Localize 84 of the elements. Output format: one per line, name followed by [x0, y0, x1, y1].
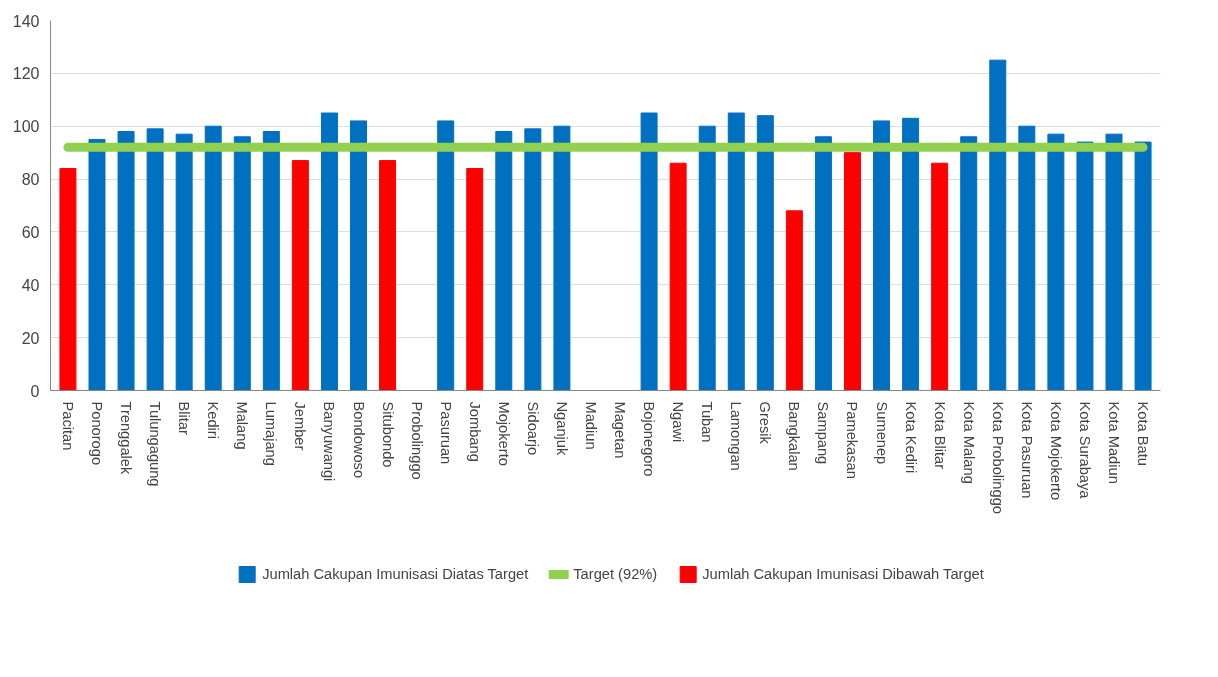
bar — [989, 59, 1007, 391]
x-tick-label: Lumajang — [263, 401, 280, 466]
bar — [960, 136, 978, 391]
y-tick-label: 40 — [21, 276, 40, 294]
bar — [1076, 141, 1094, 391]
x-tick-label: Pasuruan — [437, 401, 454, 465]
bar — [437, 120, 455, 391]
bar — [350, 120, 367, 391]
x-tick-label: Kota Surabaya — [1076, 401, 1093, 500]
x-tick-label: Trenggalek — [118, 401, 135, 475]
bar — [379, 160, 397, 391]
y-tick-label: 20 — [21, 329, 40, 347]
bar — [814, 136, 832, 391]
x-tick-label: Situbondo — [379, 401, 396, 468]
bar — [262, 131, 280, 391]
x-tick-label: Kota Blitar — [931, 401, 948, 470]
legend-label: Jumlah Cakupan Imunisasi Diatas Target — [262, 566, 529, 582]
bar — [175, 133, 193, 391]
bar — [873, 120, 891, 391]
x-tick-label: Pamekasan — [844, 401, 861, 479]
x-tick-label: Malang — [234, 401, 251, 450]
x-tick-label: Kota Madiun — [1106, 401, 1123, 484]
bar — [640, 112, 658, 391]
x-tick-label: Bondowoso — [350, 401, 367, 479]
x-tick-label: Magetan — [612, 401, 629, 459]
x-tick-label: Tulungagung — [147, 401, 164, 487]
bar — [204, 125, 222, 391]
x-tick-label: Gresik — [757, 401, 774, 445]
bar — [117, 131, 135, 391]
y-tick-label: 0 — [30, 382, 40, 400]
y-tick-label: 100 — [12, 118, 40, 136]
bar — [756, 115, 774, 391]
bar — [146, 128, 164, 391]
x-tick-label: Ponorogo — [88, 401, 105, 466]
y-tick-label: 80 — [21, 171, 40, 189]
bar — [1134, 141, 1152, 391]
x-tick-label: Bojonegoro — [641, 401, 658, 477]
x-tick-label: Mojokerto — [495, 401, 512, 466]
bar — [59, 168, 77, 391]
bar — [233, 136, 251, 391]
bar — [320, 112, 338, 391]
x-tick-label: Kota Mojokerto — [1047, 401, 1064, 501]
x-tick-label: Tuban — [699, 401, 716, 443]
x-tick-label: Kota Kediri — [902, 401, 919, 474]
bar — [698, 125, 716, 391]
bar — [291, 160, 309, 391]
x-tick-label: Kota Malang — [960, 401, 977, 484]
x-tick-label: Blitar — [176, 401, 193, 436]
bar — [88, 138, 106, 391]
bar — [785, 210, 803, 391]
bar — [524, 128, 542, 391]
x-tick-label: Sidoarjo — [524, 401, 541, 456]
bar — [1105, 133, 1123, 391]
legend-label: Target (92%) — [573, 566, 658, 582]
x-tick-label: Kota Batu — [1135, 401, 1152, 466]
bar — [669, 162, 687, 391]
x-tick-label: Lamongan — [728, 401, 745, 471]
x-tick-label: Sumenep — [873, 401, 890, 465]
bar — [495, 131, 513, 391]
bar — [902, 117, 920, 391]
x-tick-label: Banyuwangi — [321, 401, 338, 482]
bar — [553, 125, 571, 391]
x-tick-label: Madiun — [582, 401, 599, 450]
x-tick-label: Sampang — [815, 401, 832, 465]
x-tick-label: Nganjuk — [553, 401, 570, 456]
bar — [1018, 125, 1036, 391]
bar — [844, 152, 861, 391]
x-tick-label: Bangkalan — [786, 401, 803, 471]
bar — [931, 162, 949, 391]
x-tick-label: Kota Pasuruan — [1018, 401, 1035, 499]
x-tick-label: Jombang — [466, 401, 483, 462]
bar — [727, 112, 745, 391]
bar — [1047, 133, 1065, 391]
legend-label: Jumlah Cakupan Imunisasi Dibawah Target — [702, 566, 984, 582]
y-tick-label: 140 — [12, 12, 40, 30]
y-tick-label: 60 — [21, 223, 40, 241]
x-tick-label: Jember — [292, 401, 309, 451]
x-tick-label: Kota Probolinggo — [989, 401, 1006, 514]
x-tick-label: Probolinggo — [408, 401, 425, 480]
bar — [466, 168, 484, 391]
x-tick-label: Ngawi — [670, 401, 687, 443]
x-tick-label: Pacitan — [59, 401, 76, 451]
x-tick-label: Kediri — [205, 401, 222, 439]
y-tick-label: 120 — [12, 65, 40, 83]
